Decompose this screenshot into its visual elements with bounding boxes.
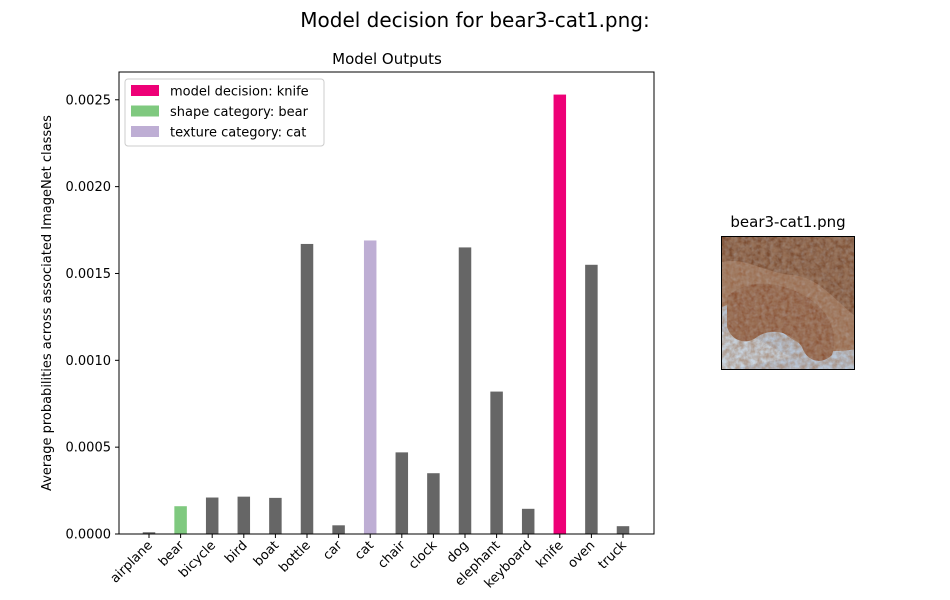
bar-clock bbox=[427, 473, 440, 534]
x-tick-label-cat: cat bbox=[352, 538, 377, 563]
legend-label: shape category: bear bbox=[170, 105, 309, 120]
bar-car bbox=[332, 525, 345, 534]
x-tick-label-dog: dog bbox=[444, 538, 472, 566]
x-tick-label-car: car bbox=[320, 538, 346, 564]
y-axis-label: Average probabilities across associated … bbox=[40, 115, 55, 491]
x-tick-label-oven: oven bbox=[565, 538, 598, 571]
x-tick-label-bird: bird bbox=[222, 538, 250, 566]
bar-airplane bbox=[142, 532, 156, 534]
legend-label: model decision: knife bbox=[170, 85, 309, 100]
x-tick-label-truck: truck bbox=[596, 538, 631, 573]
y-tick-label: 0.0020 bbox=[66, 180, 112, 195]
plot-frame bbox=[118, 71, 655, 535]
x-tick-label-bottle: bottle bbox=[276, 538, 313, 575]
figure-title: Model decision for bear3-cat1.png: bbox=[300, 8, 650, 32]
x-tick-label-knife: knife bbox=[533, 538, 566, 571]
image-title: bear3-cat1.png bbox=[730, 213, 846, 231]
legend-swatch bbox=[131, 126, 159, 137]
x-tick-label-chair: chair bbox=[375, 538, 409, 572]
y-tick-label: 0.0000 bbox=[66, 528, 112, 543]
bear-cat-texture-image bbox=[722, 237, 854, 369]
legend-swatch bbox=[131, 85, 159, 96]
y-tick-label: 0.0015 bbox=[66, 267, 112, 282]
bar-cat bbox=[363, 240, 377, 534]
bar-bottle bbox=[300, 243, 314, 534]
x-tick-label-airplane: airplane bbox=[108, 538, 156, 586]
y-tick-label: 0.0010 bbox=[66, 354, 112, 369]
x-tick-label-clock: clock bbox=[406, 538, 441, 573]
legend-swatch bbox=[131, 105, 159, 117]
bar-oven bbox=[585, 264, 598, 534]
bar-boat bbox=[269, 497, 282, 534]
bar-keyboard bbox=[521, 508, 535, 534]
bar-bear bbox=[174, 506, 187, 534]
bar-truck bbox=[616, 526, 630, 534]
bar-bird bbox=[237, 496, 251, 534]
bar-chair bbox=[395, 452, 409, 534]
bars-group bbox=[142, 94, 630, 534]
bar-dog bbox=[458, 247, 472, 534]
bar-knife bbox=[553, 94, 567, 534]
bar-elephant bbox=[490, 391, 503, 534]
y-tick-label: 0.0025 bbox=[66, 93, 112, 108]
y-axis: 0.0000 0.0005 0.0010 0.0015 0.0020 0.0025 bbox=[66, 93, 119, 543]
y-tick-label: 0.0005 bbox=[66, 441, 112, 456]
chart-title: Model Outputs bbox=[332, 50, 442, 68]
legend-box bbox=[124, 78, 325, 147]
legend: model decision: knife shape category: bea… bbox=[124, 78, 325, 147]
bar-bicycle bbox=[205, 497, 219, 534]
legend-label: texture category: cat bbox=[170, 126, 306, 141]
stimulus-image bbox=[721, 236, 855, 370]
